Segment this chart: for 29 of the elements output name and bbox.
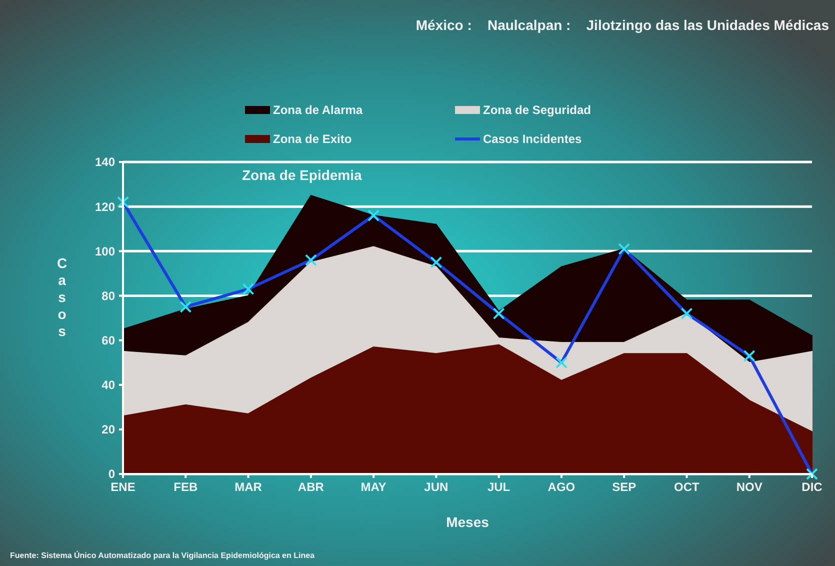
legend-label: Zona de Seguridad xyxy=(483,103,592,118)
x-tick-label: NOV xyxy=(736,480,762,494)
legend-label: Zona de Exito xyxy=(273,132,352,146)
y-tick-label: 40 xyxy=(102,378,116,392)
y-tick-label: 20 xyxy=(102,422,116,437)
y-tick-label: 60 xyxy=(102,333,116,348)
y-tick-label: 140 xyxy=(94,155,116,170)
x-tick-label: DIC xyxy=(802,480,823,494)
x-tick-label: JUL xyxy=(487,480,510,494)
x-tick-label: MAR xyxy=(234,480,262,494)
x-axis-title: Meses xyxy=(446,514,490,530)
y-tick-label: 120 xyxy=(94,200,116,214)
annotation: Zona de Epidemia xyxy=(242,167,362,183)
x-tick-label: ABR xyxy=(298,480,324,494)
x-tick-label: AGO xyxy=(548,480,576,494)
x-tick-label: ENE xyxy=(110,480,136,494)
x-tick-label: MAY xyxy=(360,480,386,494)
y-tick-label: 0 xyxy=(108,467,116,482)
x-tick-label: JUN xyxy=(424,480,448,494)
x-tick-label: OCT xyxy=(674,480,700,494)
y-tick-label: 80 xyxy=(102,288,116,303)
x-tick-label: SEP xyxy=(612,480,636,494)
source-note: Fuente: Sistema Único Automatizado para la Vigilancia Epidemiológica en Linea xyxy=(10,550,316,560)
x-tick-label: FEB xyxy=(174,480,198,494)
y-tick-label: 100 xyxy=(94,244,116,258)
y-axis-title: Casos xyxy=(56,255,68,339)
legend-label: Casos Incidentes xyxy=(483,132,582,146)
legend-label: Zona de Alarma xyxy=(273,103,363,118)
chart-title: México : Naulcalpan : Jilotzingo das las Unidades Médicas xyxy=(416,17,830,33)
